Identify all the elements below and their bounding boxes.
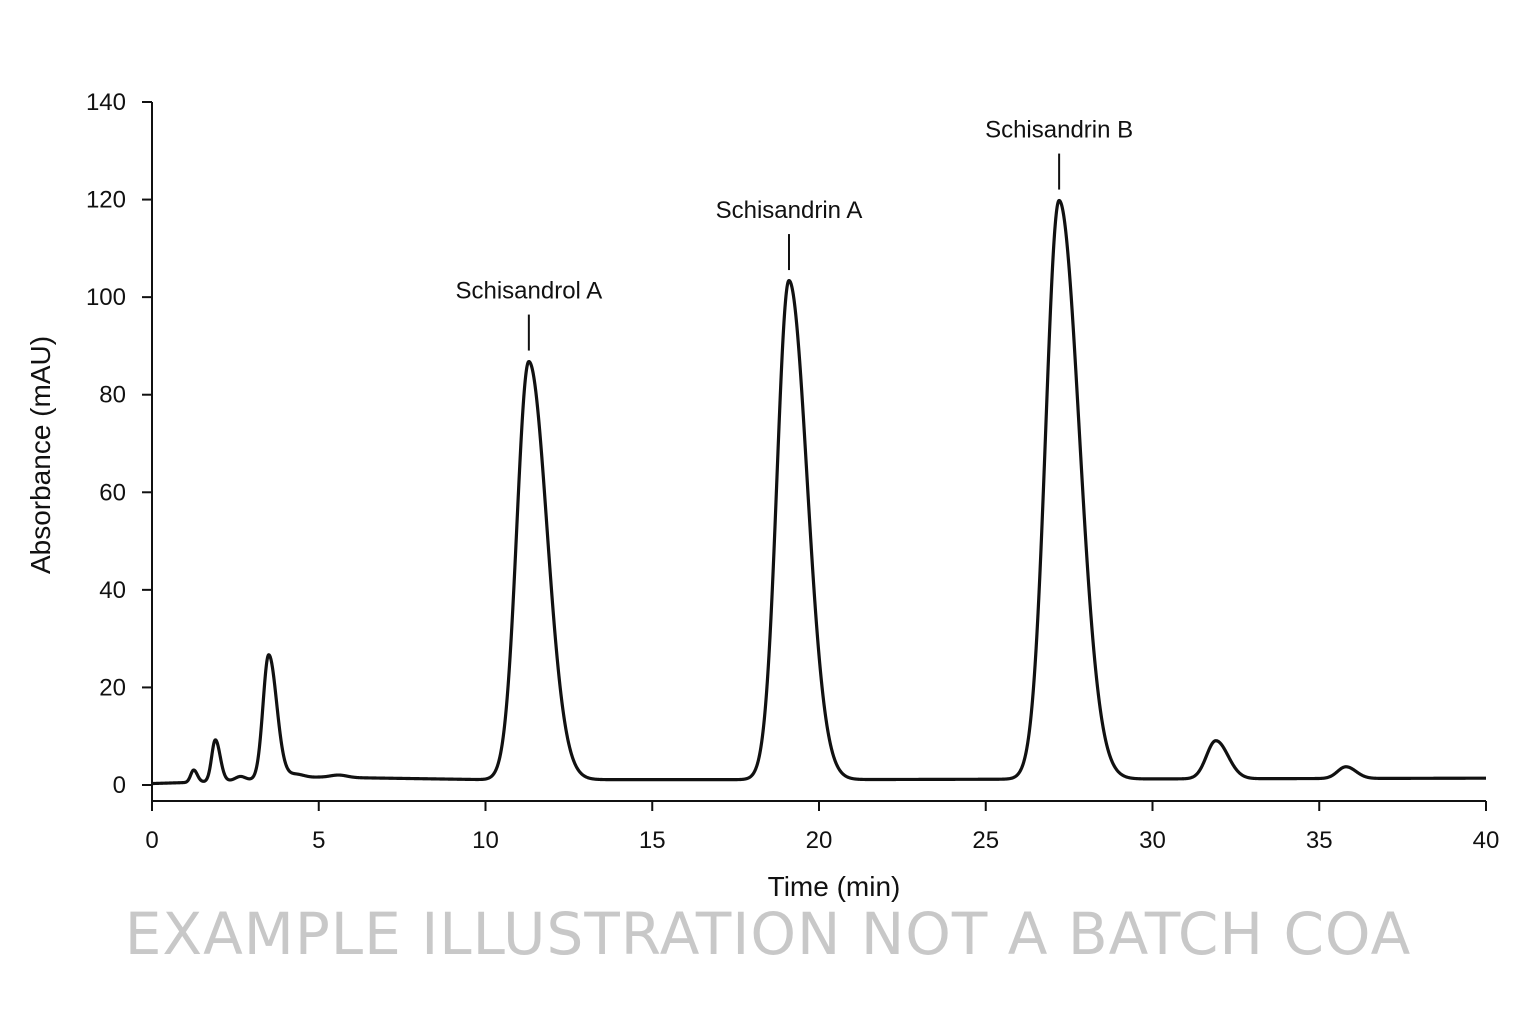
y-tick-label: 60: [99, 479, 126, 506]
y-tick-label: 80: [99, 382, 126, 409]
y-tick-label: 140: [86, 89, 126, 116]
y-tick-label: 0: [113, 772, 126, 799]
watermark: EXAMPLE ILLUSTRATION NOT A BATCH COA: [124, 900, 1412, 968]
x-tick-label: 40: [1473, 827, 1500, 854]
y-axis-title: Absorbance (mAU): [25, 336, 56, 574]
x-tick-label: 30: [1139, 827, 1166, 854]
x-tick-label: 10: [472, 827, 499, 854]
x-tick-label: 20: [806, 827, 833, 854]
x-tick-label: 0: [145, 827, 158, 854]
x-tick-label: 35: [1306, 827, 1333, 854]
y-tick-label: 100: [86, 284, 126, 311]
chromatogram-trace: [150, 198, 1488, 786]
x-tick-label: 25: [972, 827, 999, 854]
x-tick-label: 5: [312, 827, 325, 854]
axes: 0 20 40 60 80 100 120 140 0 5 10 15 20 25 30 35 40: [86, 89, 1499, 854]
x-axis-title: Time (min): [768, 871, 901, 902]
peak-label: Schisandrol A: [455, 278, 602, 305]
trace-group: [150, 198, 1488, 786]
y-tick-label: 40: [99, 577, 126, 604]
annotation-group: Schisandrol A Schisandrin A Schisandrin B: [455, 117, 1133, 351]
peak-label: Schisandrin B: [985, 117, 1133, 144]
x-tick-label: 15: [639, 827, 666, 854]
y-tick-label: 20: [99, 674, 126, 701]
y-tick-label: 120: [86, 187, 126, 214]
peak-label: Schisandrin A: [716, 197, 863, 224]
